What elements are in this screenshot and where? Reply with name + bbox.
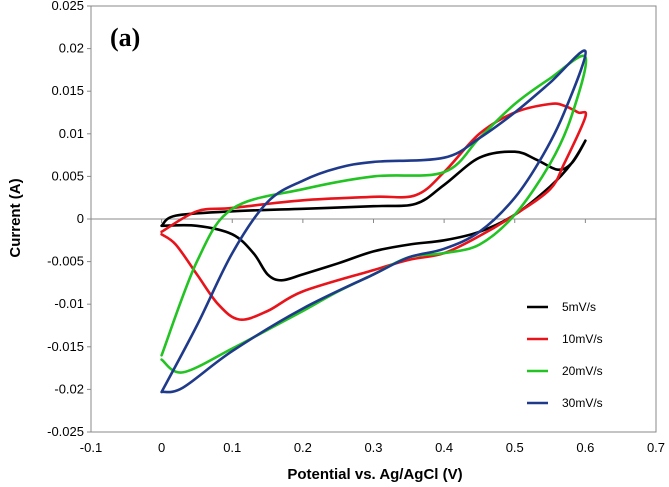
y-tick-label: 0.01 xyxy=(59,126,84,141)
series-line-5mv-s xyxy=(160,139,587,282)
y-tick-label: 0.025 xyxy=(51,0,84,13)
legend-label: 5mV/s xyxy=(562,300,596,314)
series-line-30mv-s xyxy=(160,49,587,394)
legend-label: 20mV/s xyxy=(562,364,603,378)
x-tick-label: -0.1 xyxy=(80,440,102,455)
y-tick-label: -0.005 xyxy=(47,254,84,269)
x-tick-label: 0.6 xyxy=(576,440,594,455)
legend-label: 10mV/s xyxy=(562,332,603,346)
x-tick-label: 0.4 xyxy=(435,440,453,455)
panel-label: (a) xyxy=(110,23,140,52)
x-axis-title: Potential vs. Ag/AgCl (V) xyxy=(287,466,462,483)
y-axis-title: Current (A) xyxy=(7,178,24,257)
x-tick-label: 0.2 xyxy=(294,440,312,455)
series-line-20mv-s xyxy=(160,54,588,374)
x-tick-label: 0.3 xyxy=(364,440,382,455)
legend: 5mV/s 10mV/s 20mV/s 30mV/s xyxy=(527,300,603,410)
x-tick-label: 0.7 xyxy=(647,440,665,455)
y-tick-label: -0.015 xyxy=(47,339,84,354)
y-tick-label: -0.01 xyxy=(54,296,84,311)
y-tick-label: 0 xyxy=(77,211,84,226)
x-tick-label: 0.1 xyxy=(223,440,241,455)
y-tick-label: -0.02 xyxy=(54,381,84,396)
x-tick-label: 0 xyxy=(158,440,165,455)
y-tick-label: 0.005 xyxy=(51,168,84,183)
series-layer xyxy=(160,49,588,394)
y-tick-label: -0.025 xyxy=(47,424,84,439)
y-tick-label: 0.015 xyxy=(51,83,84,98)
axes: -0.025 -0.02 -0.015 -0.01 -0.005 0 0.005 0.01 0.… xyxy=(47,0,665,455)
series-line-10mv-s xyxy=(160,102,588,321)
x-tick-label: 0.5 xyxy=(506,440,524,455)
y-tick-label: 0.02 xyxy=(59,41,84,56)
legend-label: 30mV/s xyxy=(562,396,603,410)
